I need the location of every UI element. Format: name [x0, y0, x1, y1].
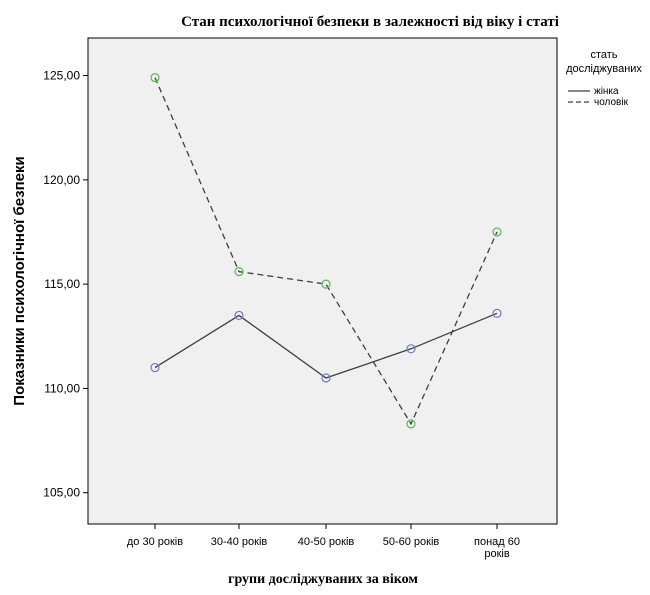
x-tick-label: понад 60 років [474, 536, 520, 560]
legend-label: жінка [594, 86, 619, 97]
x-tick-label: до 30 років [127, 536, 183, 548]
y-tick-label: 105,00 [43, 486, 80, 500]
series-line-female [154, 312, 498, 379]
data-point [150, 362, 160, 373]
x-axis-label: групи досліджуваних за віком [228, 572, 418, 587]
legend-title: досліджуваних [566, 63, 642, 75]
y-tick-label: 125,00 [43, 69, 80, 83]
plot-area [87, 37, 558, 525]
data-point [406, 419, 416, 429]
y-tick-label: 110,00 [44, 381, 80, 395]
y-axis: 105,00 110,00 115,00 120,00 125,00 [43, 69, 88, 500]
y-axis-label: Показники психологічної безпеки [11, 156, 28, 405]
x-axis: до 30 років 30-40 років 40-50 років 50-60 р… [127, 524, 520, 560]
legend-title: стать [590, 49, 617, 61]
data-point [492, 308, 502, 318]
series-lines [154, 77, 498, 426]
data-point [234, 310, 244, 321]
data-point [492, 227, 502, 237]
y-tick-label: 120,00 [43, 173, 80, 187]
series-markers [150, 73, 502, 429]
legend-label: чоловік [594, 97, 629, 108]
data-point [150, 73, 160, 83]
x-tick-label: 50-60 років [383, 536, 440, 548]
data-point [406, 344, 416, 354]
x-tick-label: 40-50 років [298, 536, 355, 548]
data-point [234, 267, 244, 277]
data-point [321, 373, 331, 383]
series-line-male [154, 77, 498, 426]
chart-title: Стан психологічної безпеки в залежності … [181, 14, 559, 30]
x-tick-label: 30-40 років [211, 536, 268, 548]
data-point [321, 279, 331, 289]
y-tick-label: 115,00 [44, 277, 80, 291]
